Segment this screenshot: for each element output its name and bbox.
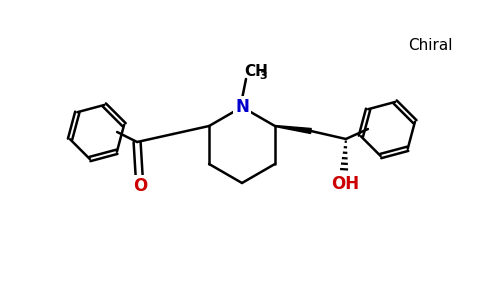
Text: CH: CH bbox=[244, 64, 268, 80]
Text: OH: OH bbox=[331, 175, 359, 193]
Text: O: O bbox=[133, 177, 147, 195]
Text: N: N bbox=[235, 98, 249, 116]
Text: 3: 3 bbox=[259, 71, 267, 81]
Polygon shape bbox=[275, 125, 311, 134]
Text: Chiral: Chiral bbox=[408, 38, 452, 52]
